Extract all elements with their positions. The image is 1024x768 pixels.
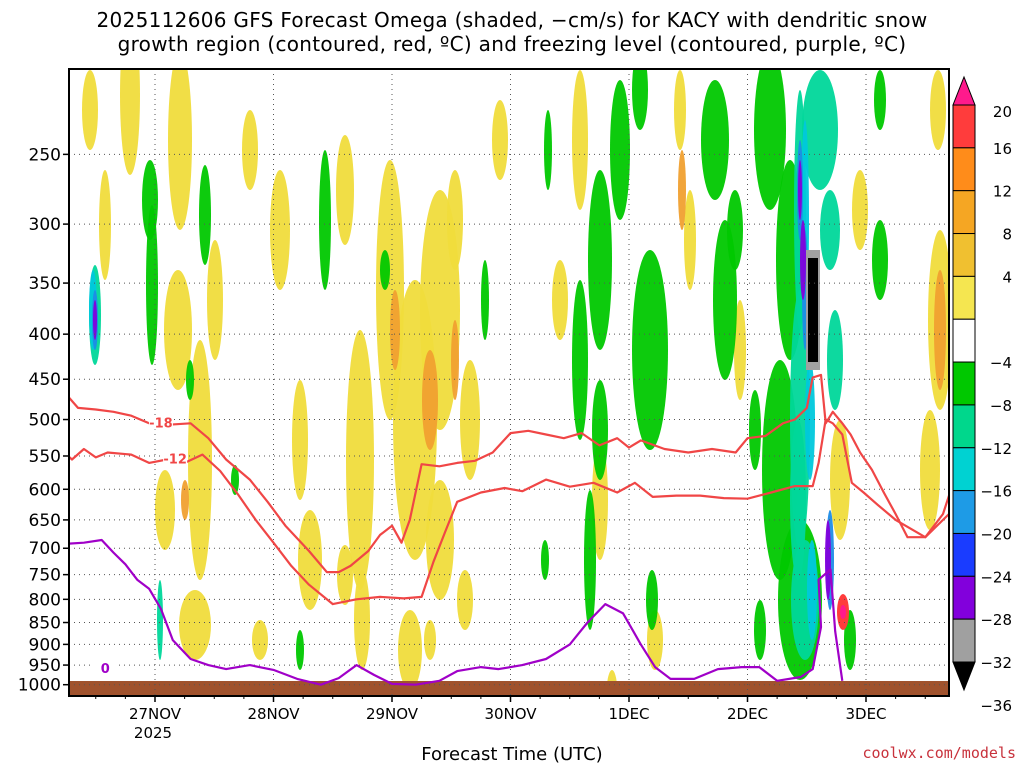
y-tick-label: 750 [29, 566, 61, 586]
x-tick-label: 2DEC [727, 705, 768, 723]
colorbar-label: −16 [980, 483, 1012, 501]
colorbar-swatch [952, 233, 976, 277]
colorbar-label: 12 [993, 183, 1012, 201]
colorbar-swatch [952, 490, 976, 534]
x-tick-label: 28NOV [247, 705, 300, 723]
x-tick-sublabel: 2025 [134, 724, 172, 742]
contours: -18 -12 0 [69, 373, 949, 686]
colorbar-label: 16 [993, 140, 1012, 158]
colorbar-swatch [952, 318, 976, 363]
contour-0 [69, 373, 949, 574]
colorbar-swatch [952, 190, 976, 235]
colorbar-swatch [952, 275, 976, 320]
plot-frame [68, 68, 950, 697]
y-tick-label: 800 [29, 590, 61, 610]
colorbar-label: 20 [993, 103, 1012, 121]
contour-label-2: 0 [101, 662, 110, 677]
contour-label-1: -12 [163, 452, 187, 467]
y-tick-label: 500 [29, 411, 61, 431]
y-tick-label: 400 [29, 325, 61, 345]
y-tick-label: 850 [29, 614, 61, 634]
colorbar: 20 16 12 8 4 −4 −8 −12 −16 −20 −24 −28 −32 −36 [952, 75, 1012, 715]
colorbar-swatch [952, 618, 976, 663]
colorbar-label: −4 [990, 354, 1012, 372]
colorbar-label: −28 [980, 611, 1012, 629]
colorbar-swatch [952, 404, 976, 449]
y-tick-label: 950 [29, 656, 61, 676]
x-tick-label: 30NOV [484, 705, 537, 723]
y-tick-label: 250 [29, 145, 61, 165]
y-tick-label: 450 [29, 370, 61, 390]
y-tick-label: 1000 [18, 676, 61, 696]
colorbar-label: −20 [980, 525, 1012, 543]
colorbar-swatch [952, 532, 976, 577]
y-axis: 2503003504004505005506006507007508008509… [18, 145, 69, 696]
contour-label-0: -18 [149, 416, 173, 431]
x-axis-title: Forecast Time (UTC) [421, 744, 603, 765]
colorbar-label: −32 [980, 654, 1012, 672]
colorbar-label: −12 [980, 440, 1012, 458]
grid [69, 69, 949, 696]
y-tick-label: 300 [29, 215, 61, 235]
y-tick-label: 900 [29, 635, 61, 655]
contour-2 [69, 538, 844, 686]
colorbar-swatch [952, 104, 976, 149]
colorbar-swatch [952, 361, 976, 406]
x-tick-label: 1DEC [608, 705, 649, 723]
colorbar-label: 8 [1002, 226, 1012, 244]
x-tick-label: 27NOV [129, 705, 182, 723]
y-tick-label: 550 [29, 447, 61, 467]
x-tick-label: 29NOV [366, 705, 419, 723]
chart-title-line2: growth region (contoured, red, ºC) and f… [117, 32, 907, 56]
colorbar-label: 4 [1002, 268, 1012, 286]
colorbar-label: −36 [980, 697, 1012, 715]
watermark: coolwx.com/models [862, 744, 1016, 762]
y-tick-label: 650 [29, 511, 61, 531]
chart-title-line1: 2025112606 GFS Forecast Omega (shaded, −… [96, 8, 928, 32]
y-tick-label: 700 [29, 539, 61, 559]
colorbar-swatch [952, 575, 976, 620]
colorbar-swatch [952, 447, 976, 492]
y-tick-label: 350 [29, 274, 61, 294]
x-tick-label: 3DEC [845, 705, 886, 723]
colorbar-label: −8 [990, 397, 1012, 415]
y-tick-label: 600 [29, 480, 61, 500]
colorbar-label: −24 [980, 568, 1012, 586]
colorbar-swatch [952, 147, 976, 192]
